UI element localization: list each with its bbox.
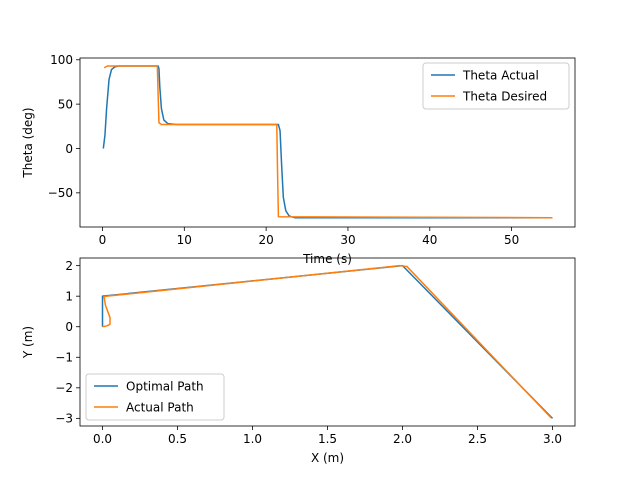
chart-2-xtick-label-1: 0.5 xyxy=(168,432,187,446)
chart-1-xtick-label-3: 30 xyxy=(340,233,355,247)
chart-1-series-2-line xyxy=(103,65,553,219)
chart-2-legend-box xyxy=(85,373,225,421)
chart-2-ytick-label-4: 1 xyxy=(65,289,73,303)
chart-2-series-2-line xyxy=(102,264,552,419)
chart-1-ylabel: Theta (deg) xyxy=(21,107,35,178)
chart-1-ytick-label-0: −50 xyxy=(48,186,73,200)
chart-2-xtick-label-2: 1.0 xyxy=(243,432,262,446)
chart-1-xtick-label-4: 40 xyxy=(422,233,437,247)
chart-2-ytick-label-0: −3 xyxy=(55,412,73,426)
chart-1-ytick-label-1: 0 xyxy=(65,142,73,156)
chart-1-xtick-label-5: 50 xyxy=(504,233,519,247)
chart-1-ytick-label-2: 50 xyxy=(58,97,73,111)
chart-2-legend: Optimal Path Actual Path xyxy=(85,373,225,421)
chart-1-xtick-label-0: 0 xyxy=(99,233,107,247)
chart-1: 0 10 20 30 40 50 −50 0 50 100 Time (s) Theta (deg) T… xyxy=(21,53,576,266)
chart-2-ytick-label-3: 0 xyxy=(65,320,73,334)
chart-1-legend-label-2: Theta Desired xyxy=(462,90,547,104)
chart-1-legend: Theta Actual Theta Desired xyxy=(422,62,570,110)
chart-2-xtick-label-5: 2.5 xyxy=(468,432,487,446)
chart-2-xtick-label-0: 0.0 xyxy=(93,432,112,446)
chart-1-series-1-line xyxy=(102,65,553,219)
chart-2-legend-label-2: Actual Path xyxy=(126,401,194,415)
chart-2-xlabel: X (m) xyxy=(311,451,344,465)
chart-2-ylabel: Y (m) xyxy=(21,326,35,359)
chart-2-legend-label-1: Optimal Path xyxy=(126,380,204,394)
chart-2-ytick-label-5: 2 xyxy=(65,259,73,273)
chart-2-xtick-label-3: 1.5 xyxy=(318,432,337,446)
chart-1-xtick-label-1: 10 xyxy=(177,233,192,247)
chart-2-xtick-label-6: 3.0 xyxy=(543,432,562,446)
chart-2-ytick-label-2: −1 xyxy=(55,351,73,365)
chart-1-xtick-label-2: 20 xyxy=(258,233,273,247)
chart-1-ytick-label-3: 100 xyxy=(50,53,73,67)
chart-1-legend-label-1: Theta Actual xyxy=(462,69,539,83)
chart-2-xtick-label-4: 2.0 xyxy=(393,432,412,446)
chart-2: 0.0 0.5 1.0 1.5 2.0 2.5 3.0 −3 −2 −1 0 1 2 X (m) Y (m)… xyxy=(21,257,576,465)
chart-1-legend-box xyxy=(422,62,570,110)
chart-2-ytick-label-1: −2 xyxy=(55,381,73,395)
chart-1-axes-frame xyxy=(79,57,576,228)
chart-1-xlabel: Time (s) xyxy=(302,252,352,266)
